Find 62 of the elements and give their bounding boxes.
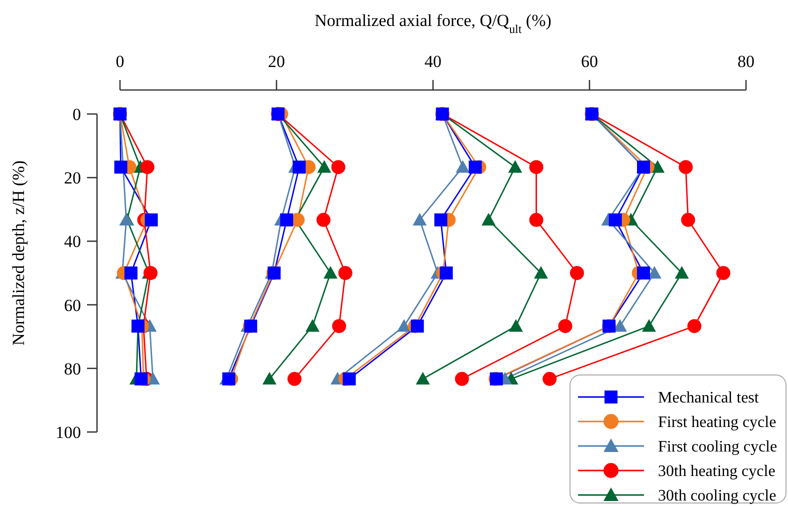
- point: [542, 372, 557, 386]
- point: [317, 160, 332, 173]
- point: [716, 266, 730, 280]
- point: [508, 319, 523, 332]
- point: [331, 160, 346, 174]
- x-tick-label: 40: [424, 52, 442, 71]
- point: [292, 160, 306, 174]
- point: [482, 212, 496, 226]
- legend-label: 30th heating cycle: [658, 463, 776, 480]
- point: [342, 372, 356, 386]
- point: [222, 372, 236, 386]
- point: [412, 212, 427, 226]
- point: [636, 266, 650, 280]
- point: [316, 212, 330, 227]
- x-axis-title: Normalized axial force, Q/Q$_{ult}$ (%): [314, 11, 552, 36]
- point: [280, 213, 294, 226]
- point: [529, 212, 544, 227]
- point: [416, 372, 430, 384]
- legend-label: First heating cycle: [658, 414, 776, 432]
- point: [468, 160, 482, 174]
- y-tick-label: 20: [64, 168, 81, 188]
- x-tick-label: 20: [268, 52, 285, 71]
- point: [456, 160, 470, 173]
- legend-label: Mechanical test: [658, 390, 760, 407]
- point: [397, 319, 412, 332]
- point: [114, 160, 128, 174]
- point: [508, 160, 522, 173]
- point: [287, 372, 302, 386]
- point: [124, 266, 138, 280]
- point: [305, 319, 320, 332]
- point: [134, 372, 148, 386]
- point: [558, 319, 572, 334]
- x-tick-label: 80: [738, 52, 754, 71]
- y-tick-label: 0: [72, 104, 81, 124]
- point: [338, 266, 352, 280]
- point: [323, 266, 338, 279]
- point: [681, 212, 696, 227]
- point: [262, 372, 276, 384]
- point: [570, 266, 584, 280]
- point: [608, 213, 622, 226]
- y-axis-title: Normalized depth, z/H (%): [9, 160, 28, 346]
- point: [674, 266, 689, 279]
- point: [642, 319, 656, 332]
- legend-label: 30th cooling cycle: [658, 488, 776, 505]
- x-tick-label: 0: [116, 52, 124, 71]
- point: [687, 319, 702, 334]
- y-tick-label: 80: [64, 359, 81, 378]
- point: [332, 319, 346, 334]
- point: [454, 372, 469, 386]
- legend-label: First cooling cycle: [658, 438, 778, 456]
- y-tick-label: 40: [64, 232, 81, 252]
- point: [534, 266, 548, 279]
- point: [140, 160, 154, 174]
- point: [144, 213, 158, 226]
- y-tick-label: 60: [64, 296, 81, 315]
- point: [410, 320, 424, 333]
- point: [529, 160, 544, 174]
- point: [678, 160, 693, 174]
- x-tick-label: 60: [581, 52, 598, 71]
- y-tick-label: 100: [56, 422, 81, 442]
- point: [440, 266, 453, 280]
- point: [434, 213, 448, 226]
